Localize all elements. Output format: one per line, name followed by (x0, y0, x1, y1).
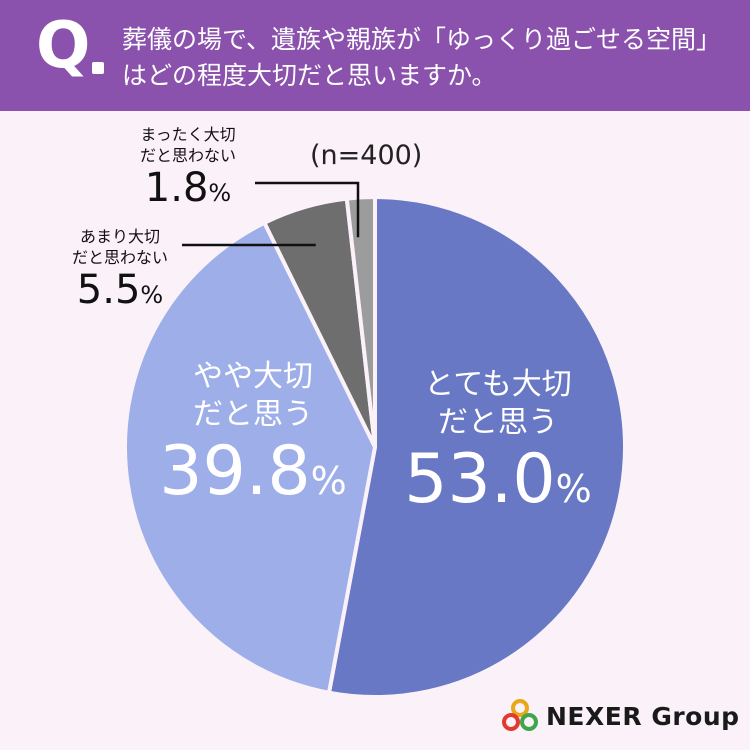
logo-text: NEXER Group (546, 702, 740, 731)
label-very-important-line1: とても大切 (424, 367, 572, 402)
q-mark: Q (36, 9, 91, 83)
label-not-important-line1: まったく大切 (140, 125, 236, 144)
logo-brand: NEXER (546, 701, 643, 731)
value-not-very-important: 5.5 (76, 267, 141, 313)
pie-slices (123, 195, 627, 699)
nexer-logo: NEXER Group (500, 696, 740, 736)
logo-rings-icon (502, 699, 538, 731)
leader-lines (182, 181, 360, 247)
unit-somewhat-important: % (310, 459, 347, 503)
pie-slice-very-important (326, 195, 627, 699)
leader-line-not-important (255, 181, 360, 238)
pie-slice-somewhat-important (123, 220, 377, 695)
unit-not-very-important: % (140, 281, 164, 309)
label-not-important-line2: だと思わない (140, 146, 237, 165)
question-header: Q 葬儀の場で、遺族や親族が「ゆっくり過ごせる空間」はどの程度大切だと思いますか… (0, 0, 750, 111)
logo-suffix: Group (651, 701, 740, 731)
value-not-important: 1.8 (144, 165, 209, 211)
label-somewhat-important-line2: だと思う (193, 397, 313, 432)
unit-very-important: % (555, 467, 592, 511)
label-somewhat-important-line1: やや大切 (193, 359, 313, 394)
label-somewhat-important: やや大切 だと思う 39.8% (148, 358, 358, 510)
q-dot (92, 62, 104, 74)
pie-slice-not-important (344, 195, 377, 449)
value-somewhat-important: 39.8 (159, 432, 311, 511)
label-very-important: とても大切 だと思う 53.0% (388, 366, 608, 518)
callout-not-important: まったく大切 だと思わない 1.8% (140, 124, 236, 210)
question-text: 葬儀の場で、遺族や親族が「ゆっくり過ごせる空間」はどの程度大切だと思いますか。 (122, 25, 722, 90)
unit-not-important: % (208, 179, 232, 207)
value-very-important: 53.0 (404, 440, 556, 519)
sample-size-label: (n=400) (310, 140, 423, 171)
callout-not-very-important: あまり大切 だと思わない 5.5% (72, 226, 168, 312)
label-very-important-line2: だと思う (438, 405, 558, 440)
label-not-very-important-line2: だと思わない (72, 248, 169, 267)
label-not-very-important-line1: あまり大切 (80, 227, 161, 246)
